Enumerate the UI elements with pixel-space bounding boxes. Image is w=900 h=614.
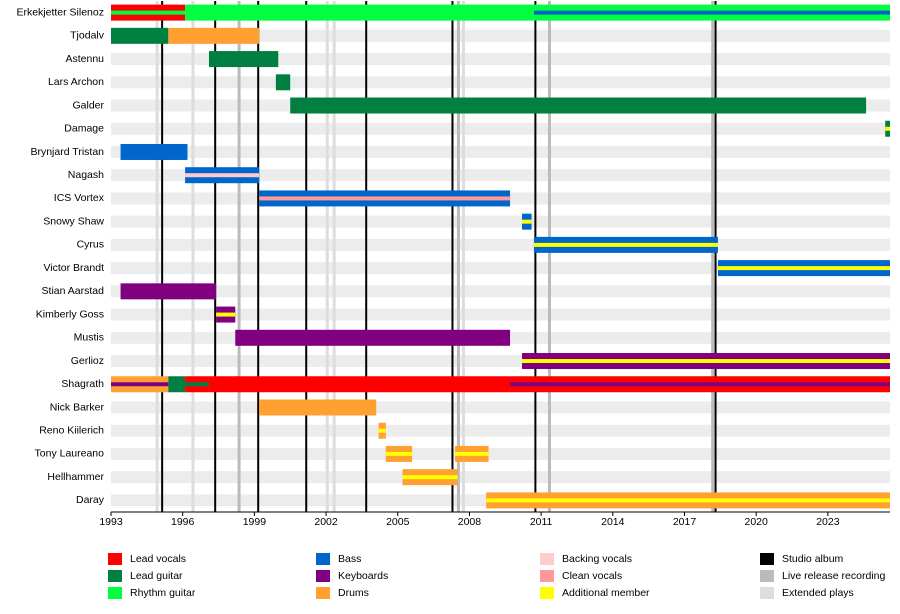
row-band [111, 285, 890, 298]
member-label: Tjodalv [70, 30, 105, 42]
legend-label: Extended plays [782, 587, 854, 599]
role-stripe [455, 451, 489, 456]
legend-label: Clean vocals [562, 570, 622, 582]
member-label: Brynjard Tristan [30, 146, 104, 158]
tenure-bar [290, 97, 867, 114]
row-band [111, 424, 890, 437]
x-tick-label: 2014 [601, 516, 625, 528]
legend-label: Drums [338, 587, 369, 599]
member-label: Shagrath [61, 378, 104, 390]
role-stripe [185, 173, 260, 178]
legend-label: Bass [338, 553, 361, 565]
row-band [111, 122, 890, 135]
member-label: Tony Laureano [35, 448, 105, 460]
tenure-bar [185, 4, 534, 21]
row-band [111, 53, 890, 66]
legend-swatch [760, 587, 774, 599]
tenure-bar [208, 376, 511, 393]
member-label: Cyrus [77, 239, 104, 251]
member-label: Astennu [65, 53, 104, 65]
legend-swatch [316, 587, 330, 599]
legend-label: Rhythm guitar [130, 587, 196, 599]
tenure-bar [168, 27, 260, 44]
role-stripe [522, 219, 532, 224]
member-label: Nick Barker [50, 401, 105, 413]
legend-label: Keyboards [338, 570, 388, 582]
member-label: Hellhammer [47, 471, 104, 483]
role-stripe [533, 242, 718, 247]
role-stripe [717, 266, 890, 271]
row-band [111, 76, 890, 89]
legend-swatch [760, 570, 774, 582]
x-tick-label: 2011 [530, 516, 553, 528]
x-tick-label: 2023 [816, 516, 840, 528]
legend-swatch [108, 587, 122, 599]
legend-swatch [540, 553, 554, 565]
legend-label: Studio album [782, 553, 844, 565]
legend-swatch [108, 570, 122, 582]
legend-label: Additional member [562, 587, 650, 599]
member-label: Kimberly Goss [36, 308, 104, 320]
x-tick-label: 2020 [745, 516, 769, 528]
x-tick-label: 1993 [99, 516, 123, 528]
x-tick-label: 1996 [171, 516, 195, 528]
role-stripe [378, 428, 386, 433]
legend-label: Lead vocals [130, 553, 186, 565]
tenure-bar [111, 27, 169, 44]
role-stripe [510, 382, 890, 387]
role-stripe [885, 126, 890, 131]
member-label: Damage [64, 123, 104, 135]
x-tick-label: 2005 [386, 516, 410, 528]
role-stripe [522, 359, 890, 364]
role-stripe [533, 10, 890, 15]
member-label: Galder [72, 99, 104, 111]
tenure-bar [259, 399, 377, 416]
member-label: Lars Archon [48, 76, 104, 88]
role-stripe [486, 498, 890, 503]
member-label: Stian Aarstad [42, 285, 105, 297]
legend-label: Backing vocals [562, 553, 632, 565]
row-band [111, 471, 890, 484]
legend-swatch [540, 570, 554, 582]
member-label: Erkekjetter Silenoz [16, 6, 104, 18]
legend-swatch [108, 553, 122, 565]
legend-swatch [540, 587, 554, 599]
role-stripe [216, 312, 236, 317]
role-stripe [111, 10, 186, 15]
member-label: Gerlioz [71, 355, 104, 367]
legend-swatch [316, 570, 330, 582]
role-stripe [111, 382, 169, 387]
x-tick-label: 2008 [458, 516, 482, 528]
member-label: ICS Vortex [54, 192, 105, 204]
member-label: Nagash [68, 169, 104, 181]
role-stripe [259, 196, 511, 201]
member-label: Reno Kiilerich [39, 424, 104, 436]
x-tick-label: 2017 [673, 516, 697, 528]
member-label: Snowy Shaw [43, 215, 104, 227]
x-tick-label: 2002 [314, 516, 338, 528]
role-stripe [185, 382, 209, 387]
legend-swatch [316, 553, 330, 565]
role-stripe [402, 475, 458, 480]
tenure-bar [275, 74, 291, 91]
member-label: Mustis [74, 332, 104, 344]
tenure-bar [120, 143, 188, 160]
tenure-bar [208, 51, 279, 68]
tenure-bar [235, 329, 511, 346]
member-label: Daray [76, 494, 105, 506]
role-stripe [385, 451, 413, 456]
tenure-bar [168, 376, 186, 393]
member-label: Victor Brandt [43, 262, 104, 274]
legend-label: Lead guitar [130, 570, 183, 582]
row-band [111, 447, 890, 460]
row-band [111, 215, 890, 228]
row-band [111, 401, 890, 414]
row-band [111, 238, 890, 251]
tenure-bar [120, 283, 217, 300]
x-tick-label: 1999 [243, 516, 267, 528]
row-band [111, 145, 890, 158]
legend-label: Live release recording [782, 570, 885, 582]
legend-swatch [760, 553, 774, 565]
